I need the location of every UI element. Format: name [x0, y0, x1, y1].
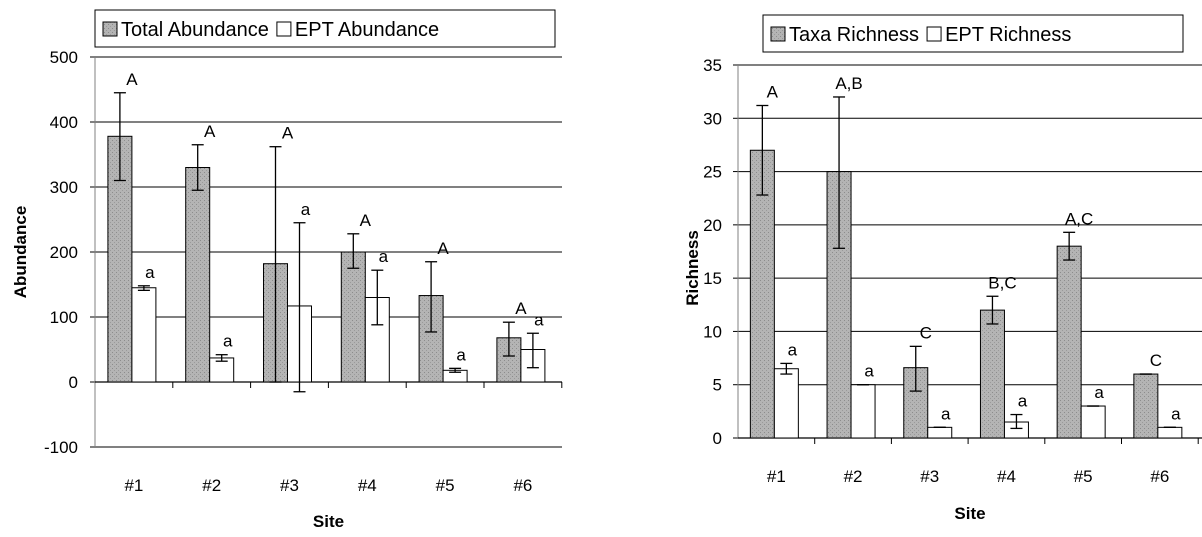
legend-box — [94, 9, 556, 48]
y-tick-label: 0 — [713, 429, 722, 448]
bar — [1080, 405, 1106, 439]
y-tick-label: -100 — [44, 438, 78, 457]
significance-label: A,B — [835, 74, 862, 93]
significance-label: a — [301, 200, 311, 219]
y-axis-title: Abundance — [11, 206, 30, 299]
significance-label: a — [1018, 392, 1028, 411]
legend-label: Total Abundance — [121, 19, 269, 41]
bar — [850, 384, 876, 439]
bar — [773, 368, 799, 439]
x-tick-label: #4 — [358, 476, 377, 495]
x-tick-label: #5 — [436, 476, 455, 495]
significance-label: C — [1150, 351, 1162, 370]
significance-label: A — [204, 122, 216, 141]
y-tick-label: 300 — [50, 178, 78, 197]
legend-label: EPT Richness — [945, 24, 1071, 46]
bar — [927, 426, 953, 439]
bar — [131, 287, 157, 383]
significance-label: a — [534, 310, 544, 329]
bar — [209, 357, 235, 383]
significance-label: a — [864, 362, 874, 381]
significance-label: a — [379, 247, 389, 266]
significance-label: A — [515, 299, 527, 318]
legend-label: EPT Abundance — [295, 19, 439, 41]
x-tick-label: #2 — [202, 476, 221, 495]
bar — [1056, 245, 1082, 439]
bar — [1133, 373, 1159, 439]
significance-label: a — [1171, 404, 1181, 423]
legend-swatch — [102, 21, 118, 37]
significance-label: a — [788, 340, 798, 359]
significance-label: B,C — [988, 273, 1016, 292]
y-tick-label: 20 — [703, 216, 722, 235]
x-tick-label: #1 — [124, 476, 143, 495]
significance-label: A,C — [1065, 209, 1093, 228]
legend-label: Taxa Richness — [789, 24, 919, 46]
y-tick-label: 30 — [703, 109, 722, 128]
bar — [1157, 426, 1183, 439]
x-tick-label: #6 — [513, 476, 532, 495]
x-tick-label: #5 — [1074, 467, 1093, 486]
bar — [749, 149, 775, 439]
bar — [185, 167, 211, 383]
significance-label: A — [282, 124, 294, 143]
significance-label: A — [437, 239, 449, 258]
x-tick-label: #4 — [997, 467, 1016, 486]
x-axis-title: Site — [313, 512, 344, 531]
bar — [340, 251, 366, 383]
chart-2: 0 5 10 15 20 25 30 35 #1 Aa #2 A,B a #3 Ca #4 B,C a #5 A,C a… — [683, 14, 1202, 523]
y-tick-label: 15 — [703, 269, 722, 288]
x-tick-label: #6 — [1150, 467, 1169, 486]
legend-box — [762, 14, 1184, 53]
legend-swatch — [276, 21, 292, 37]
x-tick-label: #3 — [920, 467, 939, 486]
legend: Total Abundance EPT Abundance — [94, 9, 556, 48]
significance-label: A — [360, 211, 372, 230]
y-tick-label: 400 — [50, 113, 78, 132]
significance-label: a — [223, 332, 233, 351]
chart-1: -100 0 100 200 300 400 500 #1 Aa #2 Aa #3 Aa #4 Aa #5 Aa… — [11, 9, 563, 531]
significance-label: a — [456, 345, 466, 364]
y-axis-title: Richness — [683, 230, 702, 306]
significance-label: a — [941, 404, 951, 423]
significance-label: a — [1094, 383, 1104, 402]
legend-swatch — [926, 26, 942, 42]
y-tick-label: 5 — [713, 376, 722, 395]
legend: Taxa Richness EPT Richness — [762, 14, 1184, 53]
y-tick-label: 0 — [69, 373, 78, 392]
significance-label: a — [145, 263, 155, 282]
y-tick-label: 25 — [703, 163, 722, 182]
y-tick-label: 500 — [50, 48, 78, 67]
y-tick-label: 10 — [703, 322, 722, 341]
y-tick-label: 100 — [50, 308, 78, 327]
x-tick-label: #1 — [767, 467, 786, 486]
significance-label: A — [767, 82, 779, 101]
x-tick-label: #2 — [844, 467, 863, 486]
x-axis-title: Site — [954, 504, 985, 523]
y-tick-label: 200 — [50, 243, 78, 262]
significance-label: C — [920, 323, 932, 342]
y-tick-label: 35 — [703, 56, 722, 75]
bar — [979, 309, 1005, 439]
x-tick-label: #3 — [280, 476, 299, 495]
significance-label: A — [126, 70, 138, 89]
legend-swatch — [770, 26, 786, 42]
